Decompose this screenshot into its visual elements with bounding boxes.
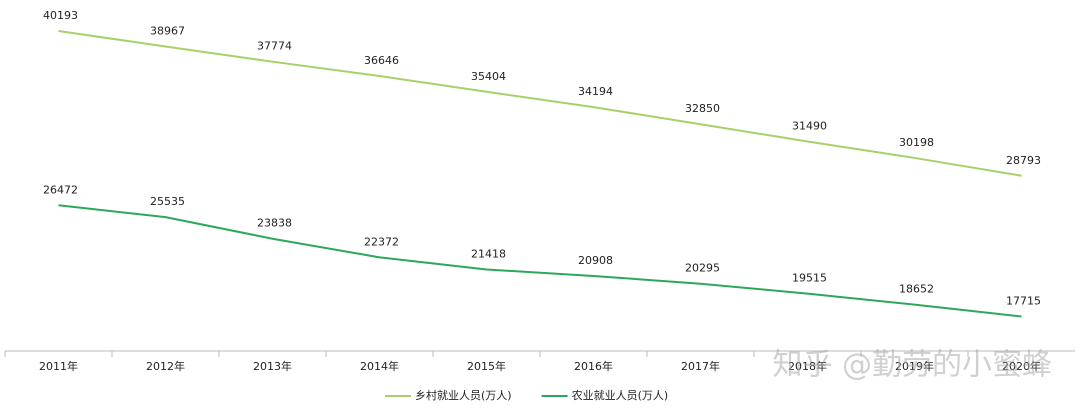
data-label: 31490	[792, 120, 827, 133]
series-line	[58, 204, 1022, 318]
data-label: 23838	[257, 217, 292, 230]
series-line	[58, 29, 1022, 177]
data-label: 40193	[43, 9, 78, 22]
data-label: 37774	[257, 40, 292, 53]
data-label: 26472	[43, 183, 78, 196]
data-label: 25535	[150, 195, 185, 208]
data-label: 36646	[364, 54, 399, 67]
data-label: 20295	[685, 262, 720, 275]
data-label: 32850	[685, 102, 720, 115]
data-label: 18652	[899, 283, 934, 296]
legend-label: 农业就业人员(万人)	[572, 388, 669, 402]
x-tick-label: 2014年	[360, 359, 399, 373]
x-tick-label: 2011年	[39, 359, 78, 373]
x-tick-label: 2017年	[681, 359, 720, 373]
data-label: 34194	[578, 85, 613, 98]
x-tick-label: 2018年	[788, 359, 827, 373]
x-tick-label: 2015年	[467, 359, 506, 373]
data-label: 21418	[471, 247, 506, 260]
x-tick-label: 2016年	[574, 359, 613, 373]
data-label: 22372	[364, 235, 399, 248]
data-label: 19515	[792, 272, 827, 285]
x-tick-label: 2013年	[253, 359, 292, 373]
data-label: 35404	[471, 70, 506, 83]
x-tick-label: 2019年	[895, 359, 934, 373]
data-label: 30198	[899, 136, 934, 149]
data-label: 20908	[578, 254, 613, 267]
data-label: 17715	[1006, 295, 1041, 308]
watermark: 知乎 @勤劳的小蜜蜂	[772, 348, 1052, 383]
data-label: 38967	[150, 25, 185, 38]
x-tick-label: 2012年	[146, 359, 185, 373]
data-label: 28793	[1006, 154, 1041, 167]
legend-label: 乡村就业人员(万人)	[415, 388, 512, 402]
x-tick-label: 2020年	[1002, 359, 1041, 373]
